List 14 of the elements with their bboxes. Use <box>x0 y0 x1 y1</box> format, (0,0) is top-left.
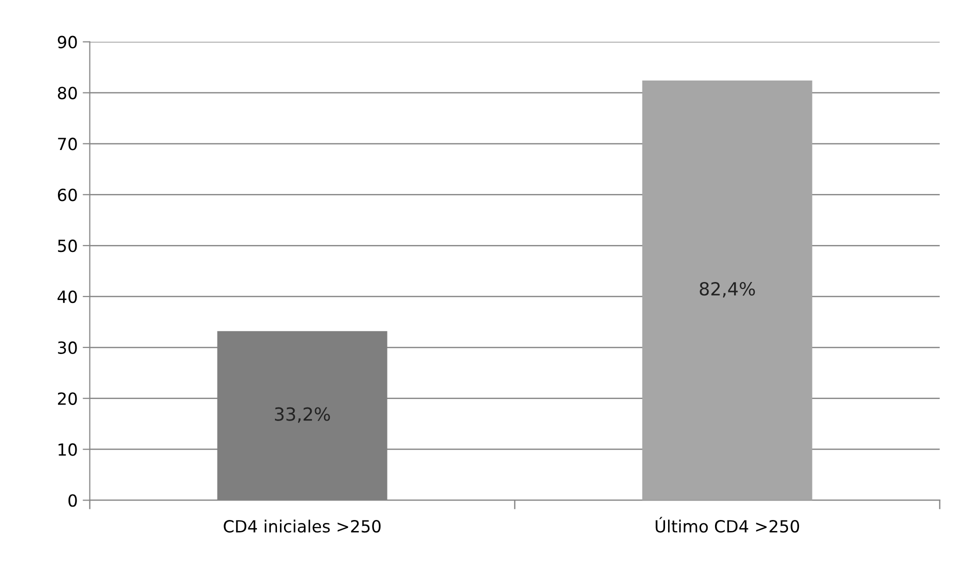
y-tick-label: 20 <box>58 392 77 405</box>
data-label: 82,4% <box>700 282 755 298</box>
y-tick-label: 60 <box>58 188 77 202</box>
y-tick-label: 30 <box>58 341 77 354</box>
x-tick-label: CD4 iniciales >250 <box>224 520 381 533</box>
y-tick-label: 40 <box>58 290 77 304</box>
x-tick-label: Último CD4 >250 <box>656 516 800 533</box>
y-tick-label: 70 <box>58 138 77 150</box>
y-tick-label: 80 <box>58 86 77 100</box>
data-label: 33,2% <box>274 407 330 423</box>
y-tick-label: 10 <box>58 443 77 456</box>
y-tick-label: 50 <box>58 240 77 252</box>
y-tick-label: 90 <box>58 36 77 48</box>
y-tick-label: 0 <box>68 494 77 507</box>
